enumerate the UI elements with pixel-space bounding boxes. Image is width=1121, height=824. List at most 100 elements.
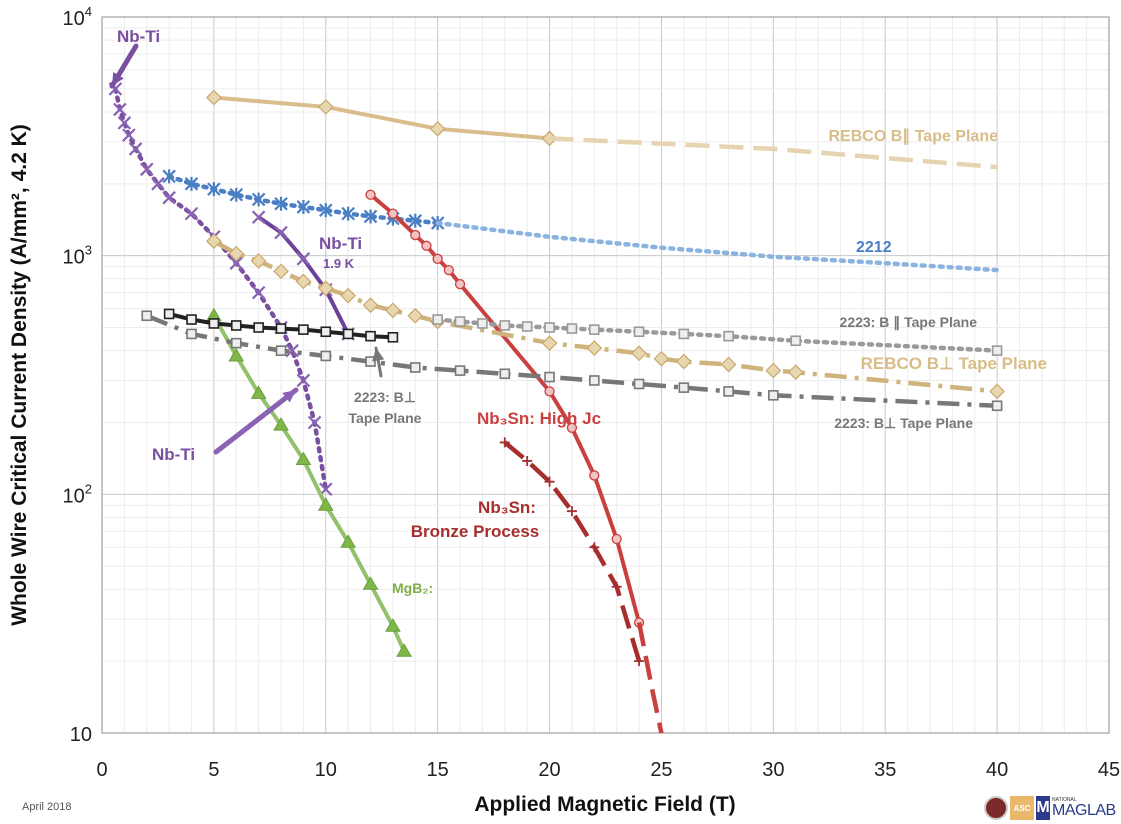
annotation-label: Tape Plane [349,410,422,426]
data-point [365,189,376,200]
data-point [409,362,421,373]
data-point [113,102,127,117]
data-point [298,324,309,335]
nb-ti-top-arrow-head [112,72,124,86]
data-point [768,389,779,401]
data-point [989,383,1005,400]
series-11 [432,314,1003,356]
y-tick-labels: 10 102 103 104 [63,4,92,746]
data-point [477,318,488,329]
data-point [274,196,288,211]
data-point [633,378,645,390]
data-point [184,176,199,191]
y-tick-label: 10 [70,724,92,746]
data-point [117,116,132,130]
data-point [653,350,670,367]
series-line [113,86,329,492]
series-line [435,220,1000,273]
data-point [633,326,645,338]
annotation-label: Nb-Ti [117,27,160,46]
data-point [365,356,376,367]
logo-maglab: MAGLAB [1052,801,1116,819]
data-point [385,302,401,319]
data-point [162,190,176,205]
series-7 [365,189,645,628]
x-tick-label: 45 [1098,759,1120,781]
data-point [544,371,555,383]
data-point [544,476,555,487]
data-point [541,130,558,147]
data-point [544,386,555,397]
data-point [566,422,578,433]
data-point [317,497,334,511]
series-9 [499,437,645,667]
data-point [541,335,558,351]
data-point [544,322,555,333]
y-axis-title: Whole Wire Critical Current Density (A/m… [8,124,31,626]
series-0 [206,89,558,147]
data-point [275,323,287,334]
data-point [522,455,533,466]
data-point [432,314,443,325]
data-point [285,343,299,358]
data-point [319,203,333,218]
data-point [589,375,600,386]
logo-national: NATIONAL [1052,796,1077,803]
series-1 [549,136,998,170]
data-point [296,199,311,214]
data-point [429,120,446,137]
data-point [230,320,242,331]
data-point [365,330,376,342]
data-point [678,382,690,393]
data-point [589,542,600,553]
data-point [387,208,399,219]
annotation-label: Nb₃Sn: High Jc [477,409,601,428]
grid [102,17,1109,733]
data-point [723,330,734,342]
series-line [145,313,998,409]
data-point [432,253,443,264]
maglab-logos: ASC M NATIONAL MAGLAB [984,794,1116,822]
data-point [611,581,622,592]
data-point [790,335,802,347]
data-point [342,328,354,340]
data-point [991,400,1003,412]
data-point [141,310,153,322]
data-point [991,345,1003,356]
data-point [317,280,334,297]
data-point [128,142,143,156]
data-point [396,643,412,657]
series-4 [108,82,333,497]
series-13 [163,308,399,343]
data-point [186,314,197,325]
data-point [765,362,782,379]
annotation-label: 1.9 K [323,256,355,271]
x-tick-label: 20 [538,759,560,781]
data-point [274,225,288,240]
data-point [186,328,197,340]
data-point [362,297,379,314]
data-point [410,229,421,241]
data-point [363,209,378,224]
annotation-label: REBCO B∥ Tape Plane [828,128,998,145]
x-tick-label: 30 [762,759,784,781]
data-point [566,506,577,517]
data-point [275,345,287,356]
data-point [340,287,357,304]
series-line [212,239,998,394]
data-point [208,318,220,329]
data-point [251,210,266,224]
data-point [454,316,466,327]
data-point [250,253,267,269]
data-point [273,417,289,431]
data-point [499,320,511,331]
data-point [295,451,312,465]
x-tick-labels: 0 5 10 15 20 25 30 35 40 45 [96,759,1120,781]
data-point [184,206,199,221]
series-6 [206,307,412,657]
annotation-label: 2223: B⊥ [354,389,416,405]
annotation-label: MgB₂: [392,580,433,596]
x-tick-label: 25 [650,759,672,781]
annotation-label: Bronze Process [411,522,540,541]
